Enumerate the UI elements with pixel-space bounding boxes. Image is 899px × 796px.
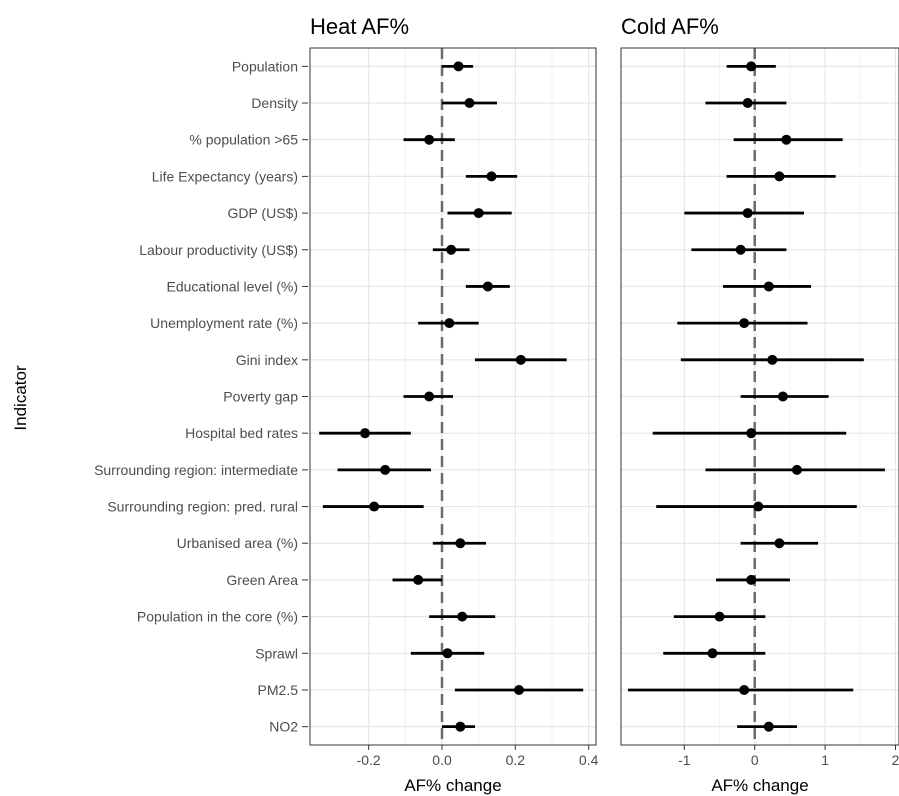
indicator-label: Unemployment rate (%) <box>150 315 298 331</box>
indicator-label: Gini index <box>236 352 298 368</box>
x-tick-label: 1 <box>821 752 829 768</box>
x-tick-label: 0 <box>751 752 759 768</box>
point-estimate <box>735 244 746 255</box>
indicator-label: Density <box>251 95 298 111</box>
point-estimate <box>746 61 757 72</box>
x-tick-label: 0.2 <box>506 752 526 768</box>
point-estimate <box>746 574 757 585</box>
point-estimate <box>774 171 785 182</box>
x-tick-label: -1 <box>678 752 691 768</box>
point-estimate <box>515 354 526 365</box>
point-estimate <box>714 611 725 622</box>
point-estimate <box>446 244 457 255</box>
point-estimate <box>473 208 484 219</box>
point-estimate <box>763 281 774 292</box>
point-estimate <box>453 61 464 72</box>
point-estimate <box>444 318 455 329</box>
panel-border <box>309 47 597 746</box>
point-estimate <box>424 391 435 402</box>
x-axis-title: AF% change <box>404 776 501 795</box>
point-estimate <box>763 721 774 732</box>
x-axis-title: AF% change <box>711 776 808 795</box>
point-estimate <box>742 98 753 109</box>
indicator-label: NO2 <box>269 719 298 735</box>
indicator-label: % population >65 <box>189 132 298 148</box>
point-estimate <box>767 354 778 365</box>
point-estimate <box>746 428 757 439</box>
point-estimate <box>777 391 788 402</box>
indicator-label: Population in the core (%) <box>137 609 298 625</box>
point-estimate <box>482 281 493 292</box>
indicator-label: GDP (US$) <box>227 205 298 221</box>
indicator-label: Labour productivity (US$) <box>139 242 298 258</box>
panel-title: Cold AF% <box>621 14 719 39</box>
x-tick-label: 0.4 <box>579 752 599 768</box>
x-tick-label: 2 <box>892 752 899 768</box>
point-estimate <box>739 684 750 695</box>
point-estimate <box>455 538 466 549</box>
panel-title: Heat AF% <box>310 14 409 39</box>
point-estimate <box>413 574 424 585</box>
indicator-label: PM2.5 <box>258 682 299 698</box>
point-estimate <box>464 98 475 109</box>
point-estimate <box>514 684 524 695</box>
indicator-label: Population <box>232 58 298 74</box>
point-estimate <box>742 208 753 219</box>
point-estimate <box>486 171 497 182</box>
y-axis-title: Indicator <box>11 365 30 431</box>
heat-panel: -0.2 0.0 0.2 0.4 AF% change Heat AF% <box>309 14 599 795</box>
indicator-label: Surrounding region: pred. rural <box>107 499 298 515</box>
point-estimate <box>424 134 435 145</box>
point-estimate <box>369 501 380 512</box>
indicator-label: Urbanised area (%) <box>177 535 298 551</box>
indicator-label: Green Area <box>226 572 298 588</box>
point-estimate <box>781 134 792 145</box>
indicator-label: Hospital bed rates <box>185 425 298 441</box>
point-estimate <box>739 318 750 329</box>
x-tick-label: 0.0 <box>432 752 452 768</box>
indicator-label: Surrounding region: intermediate <box>94 462 298 478</box>
x-tick-label: -0.2 <box>357 752 381 768</box>
point-estimate <box>753 501 764 512</box>
cold-panel: -1 0 1 2 AF% change Cold AF% <box>620 14 899 795</box>
point-estimate <box>442 648 453 659</box>
point-estimate <box>774 538 785 549</box>
indicator-labels: Population Density % population >65 Life Ex… <box>94 58 308 735</box>
indicator-label: Life Expectancy (years) <box>152 168 298 184</box>
point-estimate <box>380 464 391 475</box>
panel-border <box>620 47 899 746</box>
indicator-label: Sprawl <box>255 645 298 661</box>
indicator-label: Educational level (%) <box>166 278 298 294</box>
indicator-label: Poverty gap <box>223 389 298 405</box>
point-estimate <box>707 648 718 659</box>
point-estimate <box>457 611 468 622</box>
point-estimate <box>360 428 370 439</box>
point-estimate <box>455 721 466 732</box>
point-estimate <box>791 464 802 475</box>
